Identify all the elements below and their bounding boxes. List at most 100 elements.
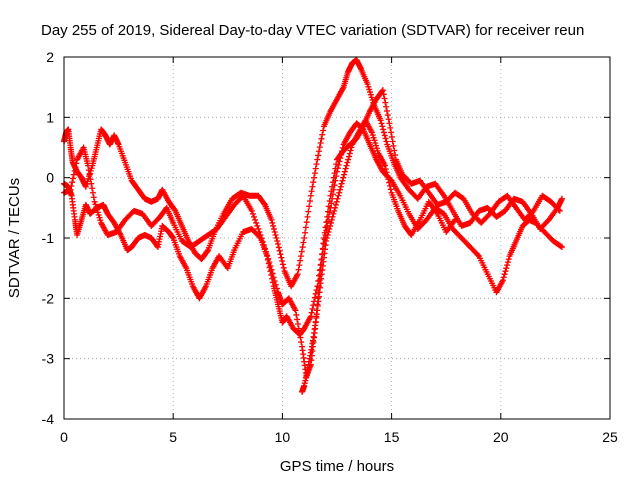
axis-ticks: 0 5 10 15 20 25 -4 -3 -2 -1 0 1 2 <box>42 49 618 445</box>
data-point <box>384 112 391 119</box>
data-point <box>272 281 279 288</box>
data-point <box>255 225 262 232</box>
data-point <box>311 294 318 301</box>
data-point <box>258 235 265 242</box>
data-point <box>307 192 314 199</box>
data-point <box>347 147 354 154</box>
data-point <box>392 152 399 159</box>
data-point <box>501 271 508 278</box>
data-point <box>268 266 275 273</box>
data-point <box>335 192 342 199</box>
data-point <box>331 207 338 214</box>
x-tick-label: 15 <box>384 429 400 445</box>
data-point <box>341 168 348 175</box>
data-point <box>298 248 305 255</box>
data-point <box>270 274 277 281</box>
data-point <box>204 248 211 255</box>
data-point <box>298 339 305 346</box>
data-point <box>334 195 341 202</box>
y-tick-label: -1 <box>42 230 55 246</box>
data-point <box>382 165 389 172</box>
data-point <box>333 161 340 168</box>
data-point <box>73 160 80 167</box>
data-point <box>300 239 307 246</box>
data-point <box>309 305 316 312</box>
data-point <box>68 182 75 189</box>
data-point <box>71 167 78 174</box>
data-point <box>263 248 270 255</box>
data-point <box>377 117 384 124</box>
data-point <box>276 247 283 254</box>
data-point <box>314 156 321 163</box>
data-point <box>348 144 355 151</box>
x-axis-label: GPS time / hours <box>280 458 394 475</box>
data-point <box>312 165 319 172</box>
data-point <box>292 307 299 314</box>
data-point <box>346 153 353 160</box>
data-point <box>280 264 287 271</box>
data-point <box>297 334 304 341</box>
data-point <box>270 222 277 229</box>
data-point <box>248 207 255 214</box>
data-point <box>271 228 278 235</box>
data-point <box>332 201 339 208</box>
data-point <box>340 174 347 181</box>
data-point <box>332 204 339 211</box>
data-point <box>474 251 481 258</box>
data-point <box>72 164 79 171</box>
data-point <box>308 309 315 316</box>
data-point <box>383 107 390 114</box>
data-point <box>317 139 324 146</box>
data-point <box>338 180 345 187</box>
data-point <box>386 182 393 189</box>
data-point <box>331 170 338 177</box>
data-point <box>316 144 323 151</box>
data-point <box>311 170 318 177</box>
data-point <box>275 244 282 251</box>
data-point <box>329 179 336 186</box>
data-point <box>382 162 389 169</box>
data-point <box>69 179 76 186</box>
data-point <box>378 120 385 127</box>
data-point <box>89 185 96 192</box>
data-point <box>306 198 313 205</box>
data-point <box>297 253 304 260</box>
data-point <box>323 238 330 245</box>
data-point <box>268 216 275 223</box>
y-tick-label: 1 <box>46 109 54 125</box>
data-point <box>315 148 322 155</box>
data-point <box>556 207 563 214</box>
data-point <box>67 186 74 193</box>
data-point <box>504 259 511 266</box>
data-point <box>329 213 336 220</box>
data-point <box>345 156 352 163</box>
data-point <box>88 180 95 187</box>
data-point <box>502 268 509 275</box>
data-point <box>558 244 565 251</box>
x-tick-label: 0 <box>60 429 68 445</box>
x-tick-label: 25 <box>602 429 618 445</box>
data-point <box>306 203 313 210</box>
data-point <box>503 265 510 272</box>
data-point <box>311 174 318 181</box>
data-point <box>265 255 272 262</box>
data-point <box>89 189 96 196</box>
data-point <box>327 219 334 226</box>
data-point <box>275 241 282 248</box>
data-point <box>261 200 268 207</box>
data-point <box>388 133 395 140</box>
data-point <box>315 152 322 159</box>
data-point <box>384 172 391 179</box>
data-point <box>323 235 330 241</box>
data-point <box>386 120 393 127</box>
data-point <box>274 238 281 245</box>
data-point <box>261 245 268 252</box>
y-tick-label: 2 <box>46 49 54 65</box>
data-point <box>388 129 395 136</box>
data-point <box>171 206 178 213</box>
data-point <box>558 195 565 202</box>
data-point <box>385 116 392 123</box>
data-point <box>336 189 343 196</box>
data-point <box>266 259 273 266</box>
